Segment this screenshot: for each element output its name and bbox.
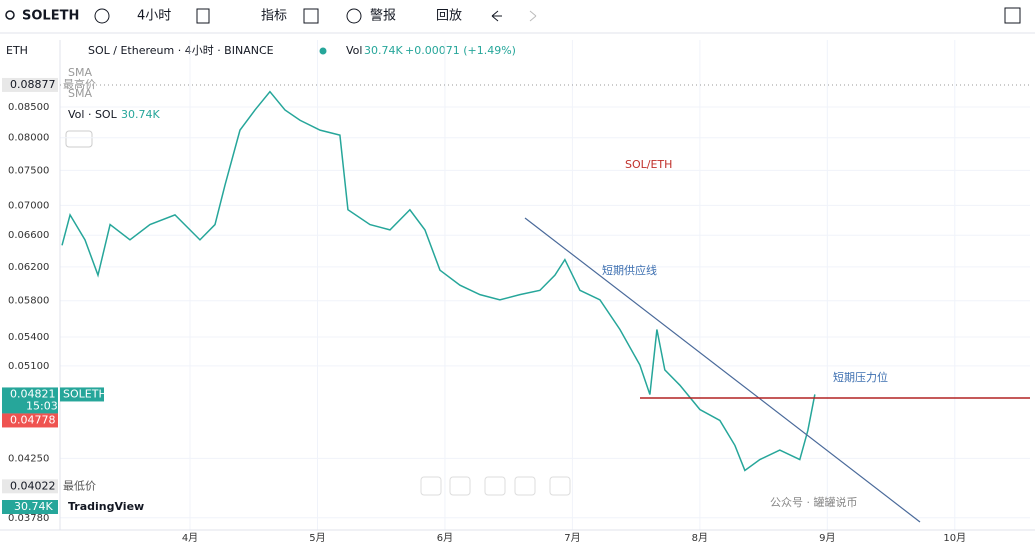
change: +0.00071 (+1.49%) — [405, 44, 516, 57]
y-tick-label: 0.06600 — [8, 230, 49, 241]
alert-icon[interactable] — [346, 8, 362, 24]
vol-label: Vol — [346, 44, 362, 57]
high-price: 0.08877 — [10, 78, 56, 91]
replay[interactable]: 回放 — [436, 9, 462, 24]
high-price-bg — [2, 77, 58, 92]
volume-badge-bg — [2, 500, 58, 514]
toolbar — [0, 0, 1035, 33]
y-tick-label: 0.07500 — [8, 165, 49, 176]
search-icon[interactable] — [5, 10, 15, 20]
y-tick-label: 0.07000 — [8, 200, 49, 211]
y-tick-label: 0.03780 — [8, 513, 49, 524]
instrument: SOL / Ethereum · 4小时 · BINANCE — [88, 44, 274, 57]
currency-select[interactable]: ETH — [6, 44, 28, 57]
high-label: 最高价 — [63, 77, 96, 91]
price-line — [61, 90, 816, 472]
watermark-account: 公众号 · 罐罐说币 — [770, 495, 858, 509]
indicators[interactable]: 指标 — [261, 9, 287, 24]
sma-1: SMA — [68, 66, 92, 79]
y-tick-label: 0.08500 — [8, 102, 49, 113]
x-tick-label: 7月 — [564, 532, 580, 544]
alerts[interactable]: 警报 — [370, 8, 396, 24]
volume-badge: 30.74K — [14, 500, 53, 513]
symbol[interactable]: SOLETH — [22, 9, 79, 24]
x-tick-label: 8月 — [692, 532, 708, 544]
layouts[interactable] — [303, 8, 319, 24]
resistance-label: 短期压力位 — [833, 370, 888, 384]
collapse-legend[interactable] — [65, 130, 93, 148]
x-tick-label: 5月 — [309, 532, 325, 544]
watermark-brand: TradingView — [68, 500, 144, 513]
low-label: 最低价 — [63, 479, 96, 492]
y-tick-label: 0.04250 — [8, 453, 49, 464]
zoom-out[interactable] — [420, 476, 442, 496]
x-tick-label: 6月 — [437, 532, 453, 544]
y-tick-label: 0.05800 — [8, 296, 49, 307]
chart-type[interactable] — [196, 8, 210, 24]
fullscreen[interactable] — [1004, 7, 1021, 24]
zoom-in[interactable] — [449, 476, 471, 496]
vol-study: Vol · SOL — [68, 108, 118, 121]
scroll-left[interactable] — [484, 476, 506, 496]
sma-2: SMA — [68, 87, 92, 100]
scroll-right[interactable] — [514, 476, 536, 496]
trendline-label: 短期供应线 — [602, 263, 657, 277]
x-tick-label: 9月 — [819, 532, 835, 544]
countdown: 15:03 — [26, 399, 58, 412]
vol-value: 30.74K — [364, 44, 403, 57]
status-dot — [319, 47, 327, 55]
low-price: 0.04022 — [10, 479, 56, 492]
x-tick-label: 10月 — [943, 532, 966, 544]
redo[interactable] — [529, 10, 537, 22]
reset[interactable] — [549, 476, 571, 496]
low-price-bg — [2, 479, 58, 494]
y-tick-label: 0.06200 — [8, 262, 49, 273]
y-tick-label: 0.08000 — [8, 133, 49, 144]
symbol-tag: SOLETH — [63, 387, 107, 400]
last-price: 0.04821 — [10, 387, 56, 400]
symbol-tag-bg — [60, 387, 104, 402]
y-tick-label: 0.05100 — [8, 361, 49, 372]
vol-study-value: 30.74K — [121, 108, 160, 121]
last-price-bg — [2, 387, 58, 414]
prev-price: 0.04778 — [10, 413, 56, 426]
chart-title: SOL/ETH — [625, 158, 672, 171]
prev-price-bg — [2, 413, 58, 428]
add-symbol[interactable] — [94, 8, 110, 24]
x-tick-label: 4月 — [182, 532, 198, 544]
undo[interactable] — [491, 10, 502, 22]
y-tick-label: 0.05400 — [8, 332, 49, 343]
interval[interactable]: 4小时 — [137, 9, 171, 24]
nav-buttons — [420, 476, 571, 496]
trendline[interactable] — [524, 217, 921, 523]
